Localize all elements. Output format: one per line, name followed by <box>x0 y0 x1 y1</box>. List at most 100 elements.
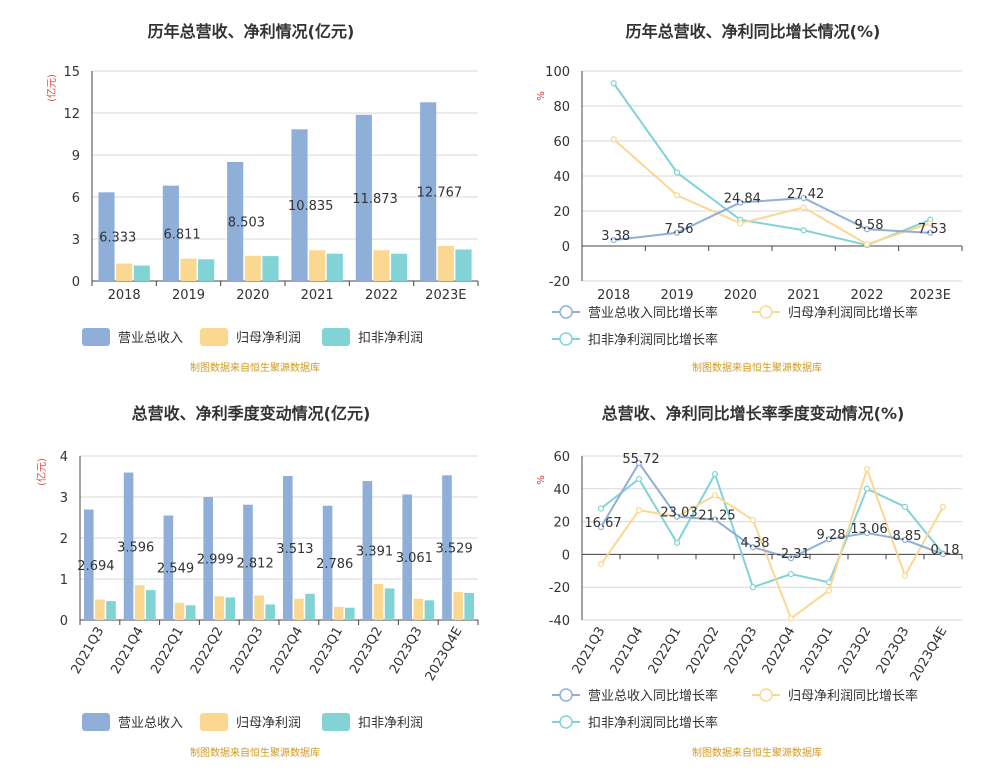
point-net-profit-growth <box>737 220 744 227</box>
y-tick-label: 20 <box>553 205 570 220</box>
legend-marker <box>559 688 573 702</box>
point-revenue-growth <box>787 555 795 562</box>
data-label: 3.391 <box>356 544 393 559</box>
y-tick-label: 3 <box>60 491 68 506</box>
x-tick-label: 2019 <box>172 288 205 303</box>
legend-label: 营业总收入 <box>118 331 183 346</box>
x-tick-label: 2022Q1 <box>148 625 187 677</box>
bar-revenue <box>203 497 213 620</box>
x-tick-label: 2023Q4E <box>908 625 951 684</box>
point-net-profit-growth <box>635 507 643 514</box>
data-label: 2.549 <box>157 562 194 577</box>
legend-label: 扣非净利润 <box>358 716 423 731</box>
y-axis-unit: % <box>536 475 547 485</box>
y-tick-label: 40 <box>553 483 570 498</box>
source-note: 制图数据来自恒生聚源数据库 <box>692 361 822 374</box>
bar-revenue <box>123 472 134 620</box>
point-revenue-growth <box>800 194 807 202</box>
bar-net-profit <box>373 583 384 620</box>
data-label: 2.812 <box>237 556 274 571</box>
data-label: 6.811 <box>163 227 200 242</box>
data-label: 10.835 <box>288 199 334 214</box>
bar-revenue <box>402 494 412 620</box>
quarterly-growth-chart: 总营收、净利同比增长率季度变动情况(%)% -40 -20 0 20 40 60 2021Q3… <box>502 388 1004 776</box>
legend-label: 营业总收入同比增长率 <box>588 305 718 321</box>
legend-swatch <box>200 713 228 731</box>
y-axis-unit: % <box>536 91 547 101</box>
point-revenue-growth <box>927 229 934 236</box>
point-revenue-growth <box>863 226 871 233</box>
x-tick-label: 2020 <box>236 288 269 303</box>
x-tick-label: 2022Q2 <box>684 625 723 677</box>
point-net-profit-growth <box>901 572 909 579</box>
bar-deducted-profit <box>345 607 355 620</box>
x-tick-label: 2023E <box>910 288 951 303</box>
bar-deducted-profit <box>225 597 236 620</box>
bar-net-profit <box>309 250 326 281</box>
annual-revenue-profit-svg: 历年总营收、净利情况(亿元) (亿元) 0 3 6 9 12 15 2018 2019 2020 20… <box>45 22 479 374</box>
point-deducted-growth <box>610 80 617 87</box>
x-tick-label: 2021Q3 <box>570 625 609 677</box>
x-tick-label: 2023Q1 <box>798 625 837 677</box>
x-tick-label: 2022Q1 <box>646 625 685 677</box>
point-net-profit-growth <box>610 136 617 143</box>
legend-swatch <box>200 328 228 346</box>
legend-label: 扣非净利润 <box>358 331 423 346</box>
x-tick-label: 2022Q4 <box>760 625 799 677</box>
line-net-profit-growth <box>613 138 931 246</box>
legend-marker <box>559 715 573 729</box>
x-tick-label: 2023Q1 <box>307 625 346 677</box>
bar-revenue <box>355 114 372 281</box>
y-tick-label: 9 <box>72 149 80 164</box>
point-net-profit-growth <box>800 204 807 211</box>
data-label: 3.061 <box>396 551 433 566</box>
bar-revenue <box>442 475 452 620</box>
bar-net-profit <box>116 263 133 281</box>
legend-label: 归母净利润 <box>236 331 301 346</box>
bar-net-profit <box>134 585 145 620</box>
data-label: 3.529 <box>436 542 473 557</box>
line-deducted-growth <box>600 471 944 589</box>
point-net-profit-growth <box>673 192 681 199</box>
quarterly-revenue-profit-chart: 总营收、净利季度变动情况(亿元) (亿元) 0 1 2 3 4 2021Q3 2021Q4 202… <box>0 388 502 776</box>
bar-net-profit <box>333 606 344 620</box>
annual-growth-svg: 历年总营收、净利同比增长情况(%)% -20 0 20 40 60 80 100 2018 201… <box>536 22 963 374</box>
x-tick-label: 2019 <box>660 288 693 303</box>
point-deducted-growth <box>800 227 807 234</box>
data-label: 8.503 <box>228 215 265 230</box>
bar-deducted-profit <box>391 253 408 281</box>
chart-title: 总营收、净利季度变动情况(亿元) <box>132 404 371 423</box>
bar-net-profit <box>413 598 424 620</box>
bar-revenue <box>291 129 308 281</box>
point-deducted-growth <box>711 470 719 478</box>
legend-label: 扣非净利润同比增长率 <box>588 715 718 731</box>
data-label: 24.84 <box>724 192 761 207</box>
bar-net-profit <box>174 602 185 620</box>
data-label: -2.31 <box>776 547 810 562</box>
x-tick-label: 2021Q4 <box>108 625 147 677</box>
y-tick-label: -20 <box>549 275 570 290</box>
bar-net-profit <box>180 258 197 281</box>
source-note: 制图数据来自恒生聚源数据库 <box>190 746 320 759</box>
legend-marker <box>559 305 573 319</box>
y-tick-label: 80 <box>553 100 570 115</box>
y-tick-label: 60 <box>553 135 570 150</box>
data-label: 2.999 <box>197 553 234 568</box>
point-revenue-growth <box>901 536 909 543</box>
bar-revenue <box>362 480 373 620</box>
annual-revenue-profit-chart: 历年总营收、净利情况(亿元) (亿元) 0 3 6 9 12 15 2018 2019 2020 20… <box>0 0 502 388</box>
data-label: 3.596 <box>117 540 154 555</box>
x-tick-label: 2021 <box>301 288 334 303</box>
bar-deducted-profit <box>305 593 315 620</box>
y-axis-unit: (亿元) <box>35 458 48 486</box>
point-net-profit-growth <box>939 503 947 510</box>
legend-marker <box>759 688 773 702</box>
legend-swatch <box>82 713 110 731</box>
bar-revenue <box>83 509 94 620</box>
y-tick-label: 20 <box>553 516 570 531</box>
bar-deducted-profit <box>424 600 435 620</box>
point-deducted-growth <box>597 505 605 512</box>
x-tick-label: 2022Q4 <box>268 625 307 677</box>
line-revenue-growth <box>600 461 944 560</box>
